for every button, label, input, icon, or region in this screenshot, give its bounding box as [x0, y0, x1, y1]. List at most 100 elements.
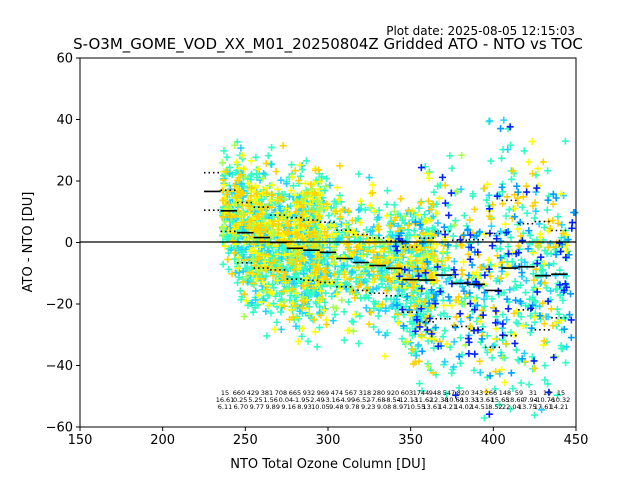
bin-stat-value: 0.04 [279, 396, 293, 404]
scatter-point [571, 209, 579, 217]
scatter-point [234, 264, 242, 272]
scatter-point [516, 281, 524, 289]
scatter-point [460, 287, 468, 295]
scatter-point [269, 280, 277, 288]
scatter-point [370, 323, 378, 331]
scatter-point [219, 225, 227, 233]
scatter-point [223, 190, 231, 198]
scatter-point [524, 245, 532, 253]
scatter-point [395, 287, 403, 295]
scatter-point [362, 304, 370, 312]
scatter-point [559, 296, 567, 304]
scatter-point [455, 353, 463, 361]
scatter-point [346, 275, 354, 283]
scatter-point [349, 327, 357, 335]
scatter-point [549, 216, 557, 224]
scatter-point [373, 235, 381, 243]
scatter-point [439, 248, 447, 256]
bin-stat-value: 14.21 [438, 403, 457, 411]
bin-stat-value: 820 [457, 389, 469, 397]
scatter-point [493, 192, 501, 200]
scatter-point [478, 306, 486, 314]
scatter-point [522, 277, 530, 285]
scatter-point [426, 230, 434, 238]
scatter-point [471, 297, 479, 305]
scatter-point [488, 295, 496, 303]
bin-stat-value: 318 [359, 389, 371, 397]
scatter-point [315, 296, 323, 304]
scatter-point [555, 310, 563, 318]
scatter-point [517, 379, 525, 387]
scatter-point [355, 206, 363, 214]
bin-stat-value: -12.38 [428, 396, 449, 404]
scatter-point [311, 268, 319, 276]
scatter-point [517, 232, 525, 240]
scatter-point [466, 322, 474, 330]
scatter-point [354, 283, 362, 291]
scatter-point [231, 182, 239, 190]
scatter-point [434, 263, 442, 271]
scatter-point [557, 190, 565, 198]
scatter-point [410, 302, 418, 310]
scatter-point [547, 305, 555, 313]
scatter-point [241, 165, 249, 173]
scatter-point [541, 362, 549, 370]
scatter-point [356, 205, 364, 213]
scatter-point [472, 232, 480, 240]
scatter-point [297, 172, 305, 180]
scatter-point [511, 191, 519, 199]
scatter-point [303, 189, 311, 197]
scatter-point [240, 312, 248, 320]
scatter-point [270, 217, 278, 225]
scatter-point [528, 137, 536, 145]
scatter-point [540, 320, 548, 328]
y-axis-ticks: −60 −40 −20 0 20 40 60 [46, 52, 80, 436]
scatter-point [450, 266, 458, 274]
scatter-point [335, 196, 343, 204]
scatter-point [381, 352, 389, 360]
scatter-point [565, 311, 573, 319]
scatter-point [560, 325, 568, 333]
scatter-point [334, 275, 342, 283]
scatter-point [492, 245, 500, 253]
scatter-point [391, 270, 399, 278]
bin-stat-value: 14.51 [470, 403, 489, 411]
scatter-point [398, 290, 406, 298]
bin-stat-value: 1744 [413, 389, 430, 397]
scatter-point [344, 233, 352, 241]
bin-stat-value: 9.89 [265, 403, 279, 411]
scatter-point [222, 168, 230, 176]
scatter-point [452, 313, 460, 321]
scatter-point [365, 320, 373, 328]
scatter-point [408, 284, 416, 292]
scatter-point [381, 331, 389, 339]
scatter-point [311, 328, 319, 336]
scatter-point [426, 314, 434, 322]
scatter-point [242, 273, 250, 281]
scatter-point [221, 242, 229, 250]
scatter-point [450, 363, 458, 371]
scatter-point [320, 306, 328, 314]
scatter-point [428, 286, 436, 294]
scatter-point [323, 175, 331, 183]
scatter-point [268, 289, 276, 297]
scatter-point [469, 270, 477, 278]
scatter-point [439, 173, 447, 181]
scatter-point [402, 262, 410, 270]
scatter-point [225, 234, 233, 242]
scatter-point [417, 246, 425, 254]
scatter-point [252, 249, 260, 257]
scatter-point [462, 341, 470, 349]
scatter-point [237, 171, 245, 179]
scatter-point [531, 214, 539, 222]
scatter-point [502, 270, 510, 278]
scatter-point [348, 216, 356, 224]
scatter-point [411, 242, 419, 250]
scatter-point [540, 260, 548, 268]
scatter-point [458, 151, 466, 159]
scatter-point [415, 322, 423, 330]
scatter-point [418, 254, 426, 262]
scatter-point [448, 369, 456, 377]
scatter-point [247, 172, 255, 180]
scatter-point [315, 266, 323, 274]
